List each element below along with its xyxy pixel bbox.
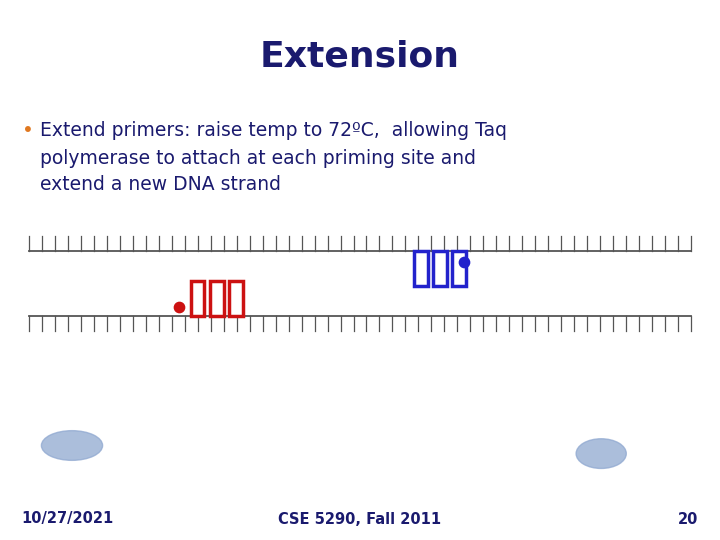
Ellipse shape bbox=[576, 438, 626, 468]
Bar bbox=[452, 251, 466, 286]
Text: •: • bbox=[22, 122, 33, 140]
Bar bbox=[210, 281, 223, 316]
Text: Extend primers: raise temp to 72ºC,  allowing Taq: Extend primers: raise temp to 72ºC, allo… bbox=[40, 122, 507, 140]
Bar bbox=[191, 281, 204, 316]
Point bbox=[459, 258, 470, 266]
Ellipse shape bbox=[42, 431, 103, 460]
Text: polymerase to attach at each priming site and: polymerase to attach at each priming sit… bbox=[40, 148, 476, 167]
Text: 20: 20 bbox=[678, 511, 698, 526]
Text: CSE 5290, Fall 2011: CSE 5290, Fall 2011 bbox=[279, 511, 441, 526]
Bar bbox=[414, 251, 428, 286]
Point bbox=[173, 302, 184, 311]
Text: extend a new DNA strand: extend a new DNA strand bbox=[40, 176, 281, 194]
Bar bbox=[433, 251, 446, 286]
Text: Extension: Extension bbox=[260, 40, 460, 73]
Bar bbox=[229, 281, 243, 316]
Text: 10/27/2021: 10/27/2021 bbox=[22, 511, 114, 526]
